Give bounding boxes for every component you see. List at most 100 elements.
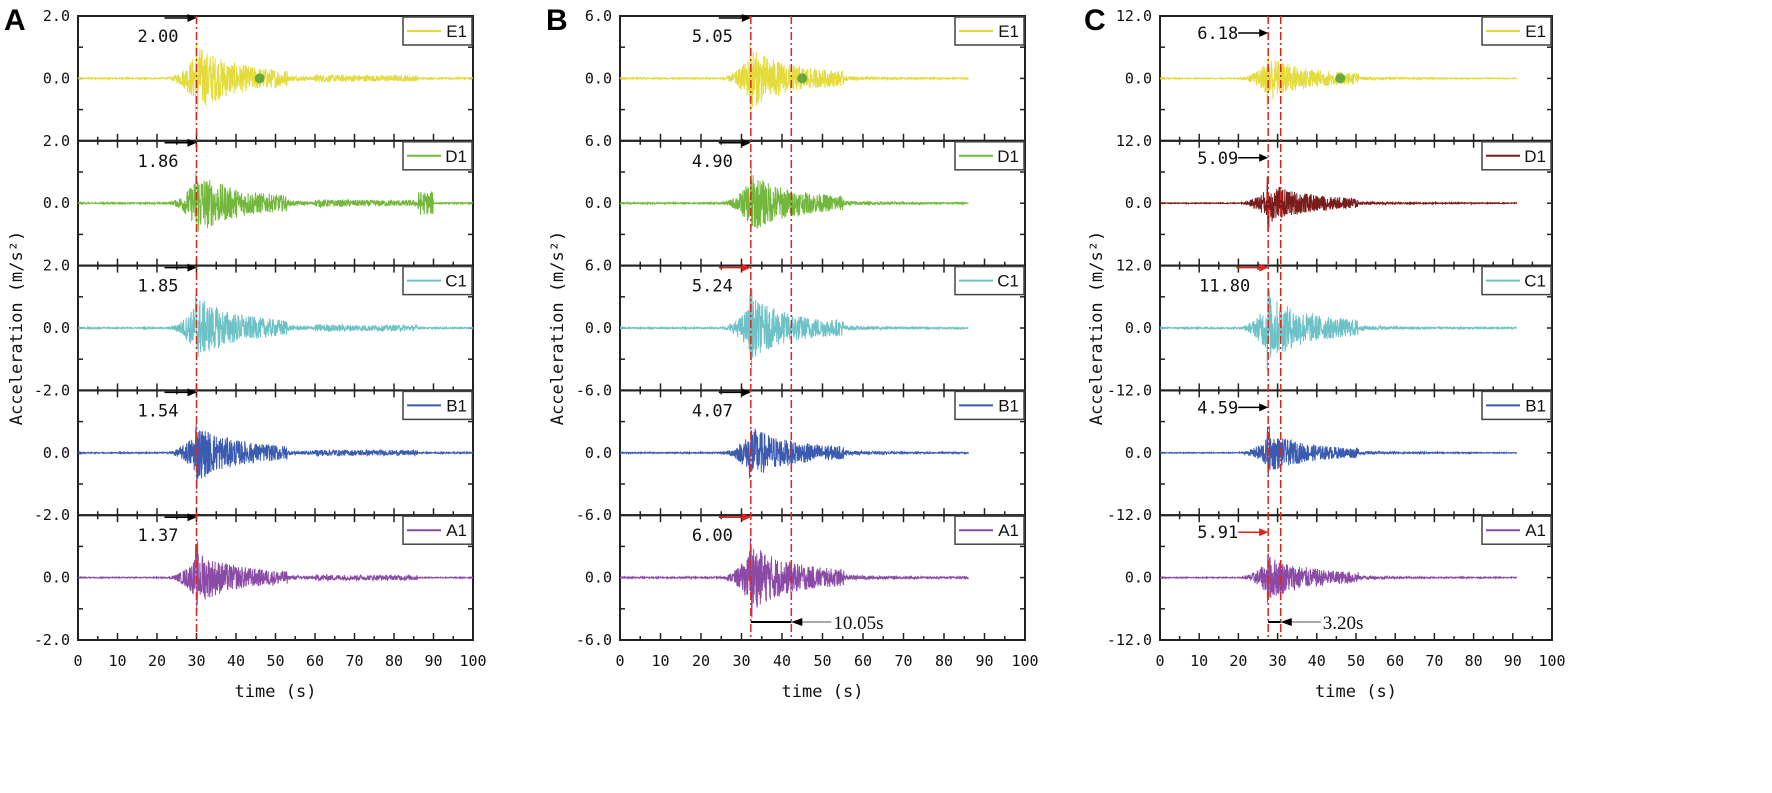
x-tick-label: 100	[459, 652, 486, 670]
legend: B1	[954, 390, 1025, 421]
x-tick-label: 50	[1347, 652, 1365, 670]
y-tick-label: 0.0	[585, 194, 612, 212]
legend-label: D1	[1524, 147, 1546, 166]
y-tick-label: 0.0	[43, 69, 70, 87]
waveform-a1	[77, 541, 474, 613]
y-tick-label: -2.0	[34, 631, 70, 649]
legend: D1	[1481, 141, 1552, 171]
y-axis-title: Acceleration (m/s²)	[7, 231, 27, 425]
x-tick-label: 30	[1269, 652, 1287, 670]
legend-label: A1	[998, 521, 1019, 540]
y-tick-label: 0.0	[585, 569, 612, 587]
x-tick-label: 0	[73, 652, 82, 670]
y-axis-title: Acceleration (m/s²)	[548, 231, 568, 425]
legend-label: B1	[1525, 396, 1546, 415]
peak-arrow-head	[187, 263, 197, 272]
peak-value-label: 4.59	[1197, 398, 1238, 418]
waveform-d1	[77, 171, 474, 232]
panel-a: A 2.0 0.0 2.0 0.0 2.0 0.0 -2.0 0.0 -2.0 0.0 -2.0 E1 2…	[4, 4, 487, 702]
legend: E1	[954, 16, 1025, 46]
legend: C1	[1481, 265, 1552, 296]
x-tick-label: 80	[935, 652, 953, 670]
x-tick-label: 0	[1155, 652, 1164, 670]
y-tick-label: 6.0	[585, 257, 612, 275]
x-axis-title: time (s)	[235, 682, 317, 702]
peak-arrow-head	[187, 138, 197, 147]
legend: C1	[402, 265, 473, 296]
x-tick-label: 100	[1538, 652, 1565, 670]
x-tick-label: 20	[1229, 652, 1247, 670]
peak-value-label: 6.18	[1197, 24, 1238, 44]
subplot-e1: E1 6.18	[1159, 15, 1553, 142]
subplot-e1: E1 2.00	[77, 14, 474, 142]
panel-c: C 12.0 0.0 12.0 0.0 12.0 0.0 -12.0 0.0 -12.0 0.0 -1…	[1084, 4, 1566, 702]
y-tick-label: 6.0	[585, 132, 612, 150]
y-tick-label: 2.0	[43, 257, 70, 275]
peak-arrow-head	[187, 14, 197, 22]
waveform-e1	[77, 42, 473, 123]
x-tick-label: 10	[108, 652, 126, 670]
subplot-b1: B1 4.07	[619, 388, 1026, 517]
x-tick-label: 90	[424, 652, 442, 670]
x-tick-label: 90	[1504, 652, 1522, 670]
peak-value-label: 11.80	[1199, 277, 1250, 297]
peak-arrow-head	[187, 513, 197, 522]
peak-value-label: 5.09	[1197, 149, 1238, 169]
subplot-d1: D1 4.90	[619, 138, 1026, 267]
subplot-a1: A1 6.00	[619, 513, 1026, 642]
peak-arrow-head	[1259, 29, 1269, 37]
peak-arrow-head	[1259, 153, 1269, 162]
x-tick-label: 60	[1386, 652, 1404, 670]
x-tick-label: 30	[187, 652, 205, 670]
x-tick-label: 30	[732, 652, 750, 670]
legend: A1	[954, 515, 1025, 545]
duration-arrow-head	[1280, 618, 1292, 626]
peak-arrow-head	[1259, 263, 1269, 272]
peak-value-label: 5.24	[692, 277, 733, 297]
waveform-c1	[619, 287, 969, 368]
waveform-b1	[619, 428, 969, 479]
x-tick-label: 20	[692, 652, 710, 670]
y-tick-label: 0.0	[43, 319, 70, 337]
legend-label: C1	[1524, 272, 1546, 291]
legend: C1	[954, 265, 1025, 296]
panel-letter: B	[546, 4, 568, 37]
x-tick-label: 10	[1190, 652, 1208, 670]
y-tick-label: 0.0	[585, 69, 612, 87]
waveform-c1	[78, 294, 474, 358]
legend: B1	[402, 390, 473, 421]
legend: E1	[1481, 16, 1552, 46]
subplot-e1: E1 5.05	[619, 14, 1026, 142]
y-axis-title: Acceleration (m/s²)	[1087, 231, 1107, 425]
event-marker-dot	[797, 73, 808, 84]
duration-arrow-head	[791, 618, 803, 626]
legend-label: D1	[997, 147, 1019, 166]
y-tick-label: -6.0	[576, 381, 612, 399]
x-tick-label: 0	[615, 652, 624, 670]
x-tick-label: 70	[345, 652, 363, 670]
peak-value-label: 4.07	[692, 401, 733, 421]
x-tick-label: 80	[1465, 652, 1483, 670]
y-tick-label: -6.0	[576, 631, 612, 649]
y-tick-label: 12.0	[1116, 257, 1152, 275]
legend: E1	[402, 16, 473, 46]
peak-value-label: 2.00	[138, 27, 179, 47]
peak-arrow-head	[1259, 403, 1269, 412]
legend: A1	[1481, 515, 1552, 545]
peak-value-label: 1.85	[138, 277, 179, 297]
peak-value-label: 1.37	[138, 526, 179, 546]
panel-letter: A	[4, 4, 26, 37]
peak-value-label: 5.91	[1197, 523, 1238, 543]
legend-label: E1	[446, 22, 467, 41]
legend-label: B1	[998, 396, 1019, 415]
peak-value-label: 1.54	[138, 401, 179, 421]
peak-arrow-head	[741, 263, 751, 272]
subplot-a1: A1 5.91	[1159, 514, 1553, 642]
subplot-b1: B1 4.59	[1159, 389, 1553, 517]
y-tick-label: 0.0	[1125, 69, 1152, 87]
peak-value-label: 4.90	[692, 152, 733, 172]
x-tick-label: 90	[975, 652, 993, 670]
subplot-c1: C1 5.24	[619, 263, 1026, 392]
x-tick-label: 40	[227, 652, 245, 670]
legend: B1	[1481, 390, 1552, 421]
